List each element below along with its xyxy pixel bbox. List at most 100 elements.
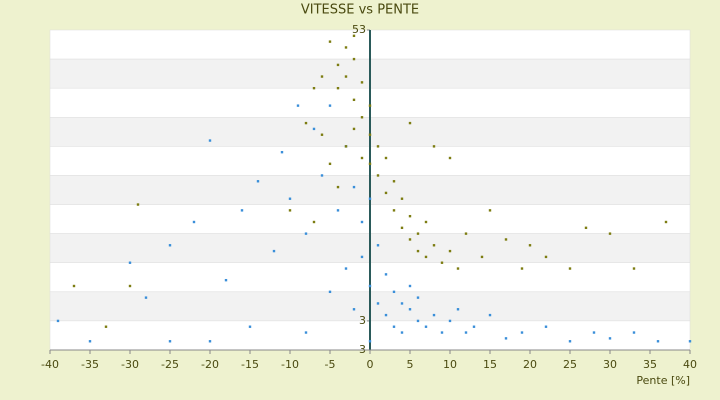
scatter-point: [208, 139, 212, 142]
scatter-point: [400, 197, 404, 200]
scatter-point: [408, 238, 412, 241]
scatter-point: [392, 325, 396, 328]
scatter-point: [248, 325, 252, 328]
scatter-point: [400, 226, 404, 230]
scatter-point: [376, 302, 380, 305]
scatter-point: [408, 121, 412, 125]
scatter-point: [416, 296, 420, 299]
scatter-point: [304, 331, 308, 334]
scatter-point: [272, 249, 276, 253]
x-axis-title: Pente [%]: [636, 374, 690, 387]
scatter-point: [528, 244, 532, 247]
scatter-point: [368, 197, 372, 200]
chart-title: VITESSE vs PENTE: [301, 3, 419, 18]
scatter-point: [416, 249, 420, 253]
scatter-point: [384, 156, 388, 160]
scatter-point: [440, 261, 444, 264]
scatter-point: [464, 331, 468, 334]
scatter-point: [352, 57, 356, 61]
scatter-point: [168, 244, 172, 247]
scatter-point: [128, 284, 132, 288]
scatter-point: [408, 284, 412, 288]
x-tick-label: 15: [483, 358, 497, 371]
scatter-point: [408, 214, 412, 218]
scatter-point: [656, 340, 660, 343]
scatter-point: [312, 86, 316, 90]
scatter-point: [448, 249, 452, 253]
x-tick-label: -30: [121, 358, 139, 371]
x-tick-label: 0: [367, 358, 374, 371]
scatter-point: [344, 46, 348, 49]
scatter-point: [352, 185, 356, 189]
scatter-point: [440, 331, 444, 334]
y-tick-label: 3: [359, 314, 366, 327]
scatter-point: [416, 232, 420, 235]
scatter-point: [352, 308, 356, 311]
scatter-point: [384, 273, 388, 276]
scatter-point: [544, 325, 548, 328]
scatter-point: [400, 331, 404, 334]
scatter-point: [488, 313, 492, 317]
x-tick-label: -5: [325, 358, 336, 371]
x-tick-label: -35: [81, 358, 99, 371]
scatter-point: [384, 313, 388, 317]
scatter-point: [280, 150, 284, 154]
scatter-point: [368, 340, 372, 343]
scatter-point: [312, 127, 316, 131]
scatter-point: [104, 325, 108, 328]
scatter-point: [392, 180, 396, 183]
scatter-point: [608, 232, 612, 235]
scatter-point: [480, 255, 484, 259]
scatter-point: [352, 34, 356, 38]
scatter-point: [336, 63, 340, 67]
scatter-point: [312, 220, 316, 224]
x-tick-label: 35: [643, 358, 657, 371]
scatter-point: [608, 337, 612, 340]
scatter-point: [504, 238, 508, 241]
x-tick-label: 5: [407, 358, 414, 371]
scatter-point: [328, 162, 332, 166]
scatter-point: [464, 232, 468, 235]
scatter-point: [360, 220, 364, 224]
scatter-point: [344, 145, 348, 148]
scatter-point: [520, 267, 524, 270]
x-tick-label: 25: [563, 358, 577, 371]
scatter-point: [208, 340, 212, 343]
scatter-point: [456, 308, 460, 311]
x-tick-label: 10: [443, 358, 457, 371]
scatter-point: [320, 174, 324, 177]
scatter-point: [320, 75, 324, 78]
scatter-point: [360, 255, 364, 259]
scatter-point: [544, 255, 548, 259]
scatter-point: [352, 127, 356, 131]
scatter-point: [408, 308, 412, 311]
scatter-point: [168, 340, 172, 343]
scatter-point: [376, 244, 380, 247]
scatter-point: [432, 313, 436, 317]
scatter-point: [336, 86, 340, 90]
x-tick-label: -25: [161, 358, 179, 371]
x-tick-label: 30: [603, 358, 617, 371]
scatter-point: [344, 75, 348, 78]
scatter-point: [344, 267, 348, 270]
scatter-point: [568, 340, 572, 343]
scatter-point: [136, 203, 140, 206]
x-tick-label: -20: [201, 358, 219, 371]
scatter-point: [488, 209, 492, 212]
scatter-point: [304, 232, 308, 235]
scatter-point: [56, 319, 60, 323]
scatter-point: [584, 226, 588, 230]
x-tick-label: -15: [241, 358, 259, 371]
scatter-point: [328, 104, 332, 107]
scatter-point: [376, 174, 380, 177]
scatter-point: [400, 302, 404, 305]
scatter-point: [304, 121, 308, 125]
scatter-point: [424, 255, 428, 259]
scatter-point: [368, 133, 372, 136]
scatter-point: [328, 290, 332, 294]
scatter-point: [328, 40, 332, 43]
x-tick-label: 40: [683, 358, 697, 371]
scatter-point: [392, 290, 396, 294]
scatter-point: [432, 244, 436, 247]
